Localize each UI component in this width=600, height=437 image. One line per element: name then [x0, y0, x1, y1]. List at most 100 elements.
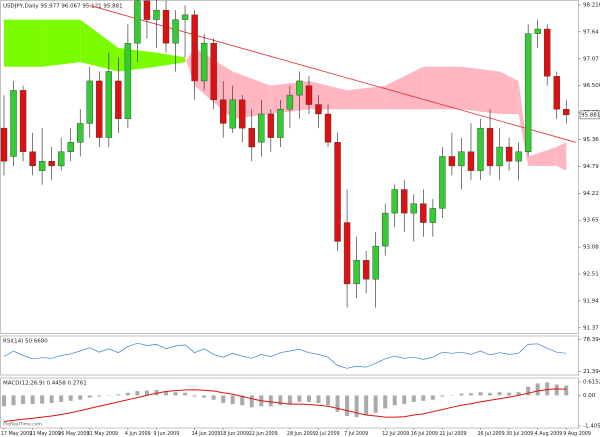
cloud [556, 142, 567, 171]
x-tick-label: 14 Jun 2009 [192, 431, 221, 437]
macd-bar [383, 395, 388, 409]
macd-bar [526, 386, 531, 396]
x-tick-label: 17 May 2009 [1, 431, 32, 437]
candle-body [67, 142, 74, 152]
y-tick-label: 21.3946 [583, 369, 600, 375]
macd-bar [345, 395, 350, 417]
rsi-panel [0, 335, 579, 376]
x-tick-label: 26 Jul 2009 [478, 431, 505, 437]
candle-body [38, 160, 46, 171]
x-tick-label: 7 Jul 2009 [344, 431, 368, 437]
macd-bar [135, 391, 140, 396]
candle-body [57, 151, 65, 167]
candle-body [124, 42, 132, 119]
candle-body [162, 9, 170, 44]
y-tick-label: 0.6152 [583, 380, 600, 386]
candle-body [200, 42, 208, 82]
candle-body [134, 0, 141, 44]
x-tick-label: 26 May 2009 [58, 431, 89, 437]
macd-bar [249, 395, 254, 408]
macd-bar [21, 395, 26, 405]
x-tick-label: 22 Jun 2009 [249, 431, 278, 437]
candle-body [96, 80, 103, 138]
macd-bar [287, 395, 292, 405]
y-tick-label: 92.51 [583, 271, 599, 277]
candle-body [286, 94, 294, 110]
candle-body [505, 146, 513, 162]
macd-bar [459, 393, 464, 396]
macd-bar [392, 395, 397, 406]
candle-body [420, 203, 427, 223]
candle-body [439, 156, 446, 209]
candle-body [353, 260, 360, 285]
y-tick-label: 93.65 [583, 218, 599, 224]
macd-bar [516, 392, 521, 396]
macd-bar [164, 391, 169, 396]
y-tick-label: -1.4056 [583, 423, 600, 429]
candle-body [210, 42, 217, 101]
candle-body [29, 151, 36, 167]
macd-bar [507, 392, 512, 396]
macd-bar [411, 395, 416, 402]
x-tick-label: 21 May 2009 [30, 431, 61, 437]
cloud [385, 66, 424, 110]
macd-bar [430, 395, 435, 400]
x-tick-label: 16 Jul 2009 [411, 431, 438, 437]
signal-line [3, 388, 567, 422]
macd-bar [488, 392, 493, 396]
macd-title: MACD(12,26,9) 0.4458 0.2761 [3, 381, 87, 387]
cloud [499, 71, 519, 114]
macd-bar [40, 395, 45, 404]
macd-bar [402, 395, 407, 405]
candle-body [229, 99, 236, 129]
y-tick-label: 96.500 [583, 83, 600, 89]
candle-body [544, 28, 551, 77]
macd-bar [373, 395, 378, 413]
macd-bar [421, 395, 426, 401]
y-tick-label: 97.64 [583, 29, 599, 35]
candle-body [191, 14, 198, 82]
candle-body [277, 109, 284, 138]
macd-bar [125, 392, 130, 396]
macd-bar [326, 395, 331, 406]
macd-bar [278, 395, 283, 406]
candle-body [343, 222, 351, 285]
y-tick-label: 91.37 [583, 325, 599, 331]
candle-body [467, 151, 475, 171]
candle-body [362, 260, 370, 280]
cloud [461, 66, 500, 114]
macd-bar [68, 395, 73, 401]
last-price-label: 95.881 [581, 112, 600, 118]
x-tick-label: 2 Jul 2009 [315, 431, 339, 437]
macd-bar [154, 389, 159, 396]
candle-body [324, 113, 332, 143]
macd-bar [202, 395, 207, 398]
macd-bar [192, 395, 197, 397]
cloud [4, 19, 43, 67]
y-tick-label: 91.94 [583, 298, 599, 304]
y-tick-label: 93.08 [583, 245, 599, 251]
macd-bar [497, 392, 502, 396]
rsi-line [3, 342, 567, 369]
candle-body [524, 33, 532, 152]
last-price-box [579, 110, 600, 120]
candle-body [410, 203, 417, 214]
x-tick-label: 4 Aug 2009 [535, 431, 563, 437]
candle-body [86, 80, 93, 124]
macd-bar [478, 392, 483, 396]
macd-bar [335, 395, 340, 412]
macd-bar [30, 395, 35, 405]
macd-bar [173, 392, 178, 396]
candle-body [258, 113, 265, 143]
candle-body [486, 127, 494, 167]
cloud [423, 66, 462, 110]
candle-body [448, 156, 456, 167]
y-tick-label: 78.3948 [583, 337, 600, 343]
macd-bar [364, 395, 369, 415]
candle-body [458, 151, 465, 167]
candle-body [48, 160, 55, 167]
x-tick-label: 4 Jun 2009 [125, 431, 151, 437]
x-tick-label: 21 Jul 2009 [439, 431, 466, 437]
candle-body [115, 80, 122, 119]
